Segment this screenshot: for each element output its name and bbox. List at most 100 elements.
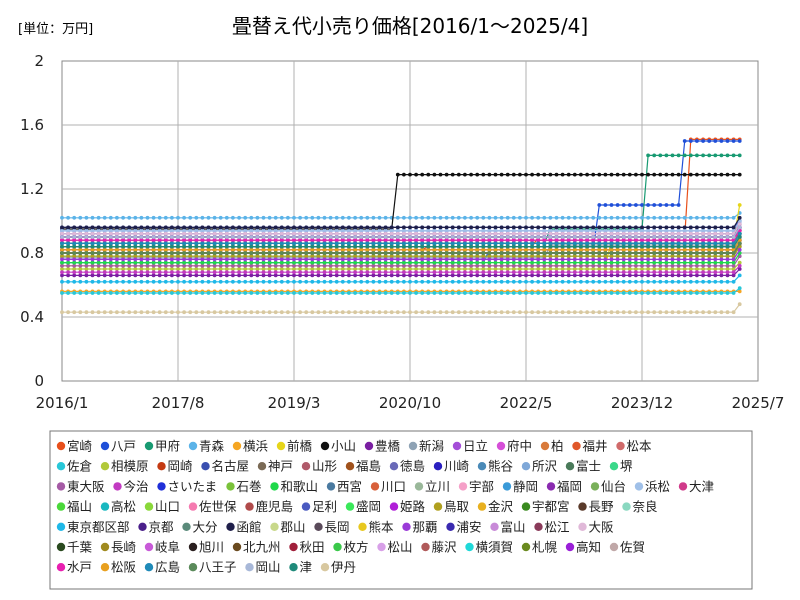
data-point	[579, 270, 583, 275]
data-point	[603, 267, 608, 271]
data-point	[157, 291, 162, 295]
series-line	[62, 212, 741, 219]
series-line	[62, 262, 741, 270]
data-point	[725, 267, 730, 271]
data-point	[688, 273, 693, 278]
data-point	[176, 273, 180, 278]
data-point	[664, 291, 669, 295]
data-point	[426, 270, 431, 275]
data-point	[237, 291, 242, 295]
data-point	[566, 267, 571, 271]
data-point	[402, 270, 406, 275]
data-point	[615, 291, 620, 295]
data-point	[463, 270, 467, 275]
data-point	[719, 273, 724, 278]
data-point	[707, 139, 712, 143]
data-point	[609, 270, 614, 275]
data-point	[463, 267, 467, 271]
data-point	[292, 291, 296, 295]
data-point	[170, 273, 174, 278]
data-point	[640, 203, 644, 207]
data-point	[646, 291, 650, 295]
data-point	[707, 153, 712, 158]
data-point	[450, 270, 455, 275]
data-point	[682, 270, 687, 275]
data-point	[231, 291, 235, 295]
data-point	[72, 215, 77, 220]
data-point	[658, 273, 663, 278]
data-point	[395, 215, 400, 220]
data-point	[84, 291, 89, 295]
data-point	[328, 267, 333, 271]
data-point	[652, 203, 657, 207]
data-point	[414, 273, 418, 278]
data-point	[218, 267, 223, 271]
data-point	[499, 267, 504, 271]
data-point	[676, 267, 681, 271]
data-point	[731, 139, 736, 143]
data-point	[682, 273, 687, 278]
data-point	[395, 267, 400, 271]
data-point	[78, 215, 83, 220]
data-point	[304, 291, 309, 295]
data-point	[695, 139, 699, 143]
data-point	[450, 273, 455, 278]
series-15	[60, 260, 742, 271]
data-point	[737, 286, 742, 291]
data-point	[231, 215, 235, 220]
data-point	[450, 215, 455, 220]
data-point	[261, 270, 266, 275]
data-point	[267, 270, 272, 275]
data-point	[518, 270, 522, 275]
data-point	[481, 215, 486, 220]
data-point	[322, 215, 327, 220]
data-point	[646, 215, 650, 220]
data-point	[511, 270, 516, 275]
data-point	[542, 215, 547, 220]
data-point	[499, 215, 504, 220]
data-point	[640, 270, 644, 275]
data-point	[322, 267, 327, 271]
data-point	[652, 273, 657, 278]
data-point	[518, 267, 522, 271]
data-point	[695, 273, 699, 278]
data-point	[554, 172, 559, 177]
data-point	[438, 267, 443, 271]
data-point	[511, 267, 516, 271]
data-point	[542, 270, 547, 275]
data-point	[670, 203, 675, 207]
data-point	[78, 273, 83, 278]
data-point	[481, 273, 486, 278]
data-point	[255, 215, 260, 220]
data-point	[493, 172, 498, 177]
data-point	[145, 270, 150, 275]
data-point	[713, 172, 718, 177]
data-point	[615, 270, 620, 275]
data-point	[530, 267, 534, 271]
data-point	[78, 291, 83, 295]
data-point	[450, 267, 455, 271]
data-point	[108, 291, 113, 295]
data-point	[359, 215, 364, 220]
data-point	[145, 267, 150, 271]
data-point	[340, 273, 345, 278]
data-point	[389, 270, 394, 275]
data-point	[292, 273, 296, 278]
data-point	[518, 291, 522, 295]
data-point	[200, 273, 205, 278]
data-point	[438, 273, 443, 278]
data-point	[585, 273, 589, 278]
data-point	[90, 270, 95, 275]
data-point	[487, 291, 492, 295]
data-point	[115, 291, 119, 295]
data-point	[432, 215, 437, 220]
data-point	[334, 267, 339, 271]
data-point	[554, 291, 559, 295]
data-point	[518, 215, 522, 220]
data-point	[102, 291, 107, 295]
data-point	[426, 273, 431, 278]
data-point	[658, 215, 663, 220]
data-point	[328, 270, 333, 275]
data-point	[560, 273, 565, 278]
data-point	[469, 267, 473, 271]
